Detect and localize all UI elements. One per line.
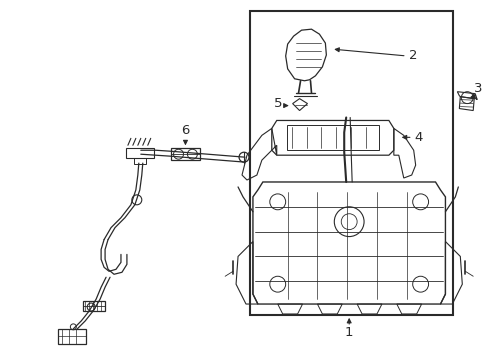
Bar <box>134 158 145 164</box>
Text: 5: 5 <box>273 97 282 110</box>
Bar <box>83 301 105 311</box>
Text: 4: 4 <box>414 131 422 144</box>
Text: 2: 2 <box>408 49 417 63</box>
Text: 3: 3 <box>473 82 482 95</box>
Bar <box>59 329 86 344</box>
Text: 6: 6 <box>181 124 189 137</box>
Bar <box>170 148 200 160</box>
Text: 1: 1 <box>344 326 353 339</box>
Bar <box>126 148 153 158</box>
Bar <box>286 125 378 150</box>
Bar <box>249 11 452 315</box>
